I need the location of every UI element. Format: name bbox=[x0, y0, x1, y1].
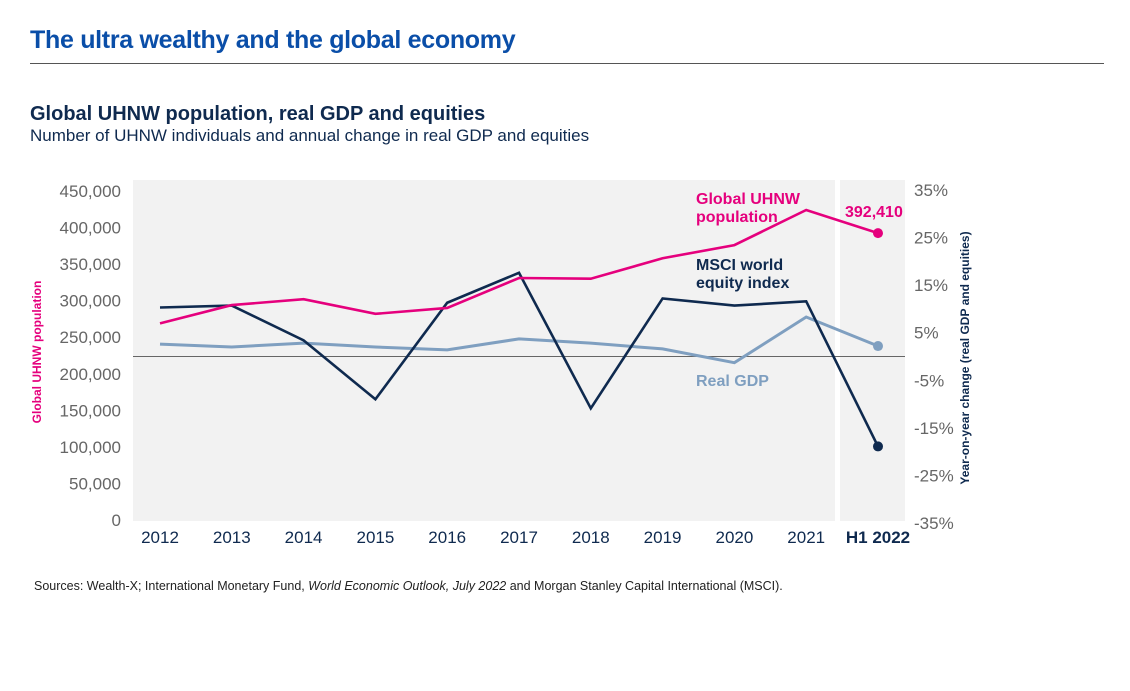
x-tick-label: 2013 bbox=[213, 528, 251, 547]
series-line-2 bbox=[159, 315, 879, 365]
right-tick-label: 35% bbox=[914, 181, 948, 200]
right-tick-label: 15% bbox=[914, 276, 948, 295]
chart-title: Global UHNW population, real GDP and equ… bbox=[30, 103, 486, 125]
plot-background bbox=[133, 180, 905, 521]
x-tick-label: 2016 bbox=[428, 528, 466, 547]
right-tick-label: -25% bbox=[914, 466, 954, 485]
left-tick-label: 150,000 bbox=[60, 401, 121, 420]
sources-publication: World Economic Outlook, July 2022 bbox=[308, 579, 507, 593]
left-axis-label: Global UHNW population bbox=[30, 281, 44, 424]
x-tick-label: 2015 bbox=[356, 528, 394, 547]
x-tick-label: 2019 bbox=[644, 528, 682, 547]
series-label: Global UHNW bbox=[696, 191, 801, 208]
left-tick-label: 50,000 bbox=[69, 474, 121, 493]
series-end-marker-2 bbox=[873, 341, 883, 352]
chart-subtitle: Number of UHNW individuals and annual ch… bbox=[30, 126, 590, 145]
x-tick-label: 2012 bbox=[141, 528, 179, 547]
right-tick-label: -35% bbox=[914, 514, 954, 533]
sources-note: Sources: Wealth-X; International Monetar… bbox=[34, 579, 783, 593]
left-tick-label: 450,000 bbox=[60, 182, 121, 201]
end-value-label: 392,410 bbox=[845, 204, 903, 221]
x-tick-label: 2017 bbox=[500, 528, 538, 547]
left-tick-label: 250,000 bbox=[60, 328, 121, 347]
sources-text-end: and Morgan Stanley Capital International… bbox=[506, 579, 783, 593]
series-label: Real GDP bbox=[696, 373, 769, 390]
series-end-marker-1 bbox=[873, 441, 883, 452]
left-tick-label: 100,000 bbox=[60, 438, 121, 457]
series-label: MSCI world bbox=[696, 257, 783, 274]
header-divider bbox=[30, 63, 1104, 64]
series-label: equity index bbox=[696, 275, 789, 292]
left-tick-label: 400,000 bbox=[60, 219, 121, 238]
x-tick-label: 2014 bbox=[285, 528, 323, 547]
left-tick-label: 0 bbox=[112, 511, 121, 530]
series-end-marker-0 bbox=[873, 228, 883, 239]
left-tick-label: 300,000 bbox=[60, 292, 121, 311]
x-tick-label: 2021 bbox=[787, 528, 825, 547]
right-axis-label: Year-on-year change (real GDP and equiti… bbox=[958, 231, 972, 484]
left-tick-label: 350,000 bbox=[60, 255, 121, 274]
right-tick-label: -5% bbox=[914, 371, 944, 390]
x-tick-label: 2018 bbox=[572, 528, 610, 547]
x-tick-label: H1 2022 bbox=[846, 528, 910, 547]
series-line-1 bbox=[159, 271, 880, 447]
right-tick-label: 25% bbox=[914, 229, 948, 248]
left-tick-label: 200,000 bbox=[60, 365, 121, 384]
page-header-title: The ultra wealthy and the global economy bbox=[30, 26, 516, 54]
sources-text: Sources: Wealth-X; International Monetar… bbox=[34, 579, 309, 593]
series-label: population bbox=[696, 209, 778, 226]
right-tick-label: 5% bbox=[914, 324, 939, 343]
h1-separator bbox=[835, 180, 840, 521]
series-line-0 bbox=[159, 208, 879, 325]
right-tick-label: -15% bbox=[914, 419, 954, 438]
x-tick-label: 2020 bbox=[715, 528, 753, 547]
